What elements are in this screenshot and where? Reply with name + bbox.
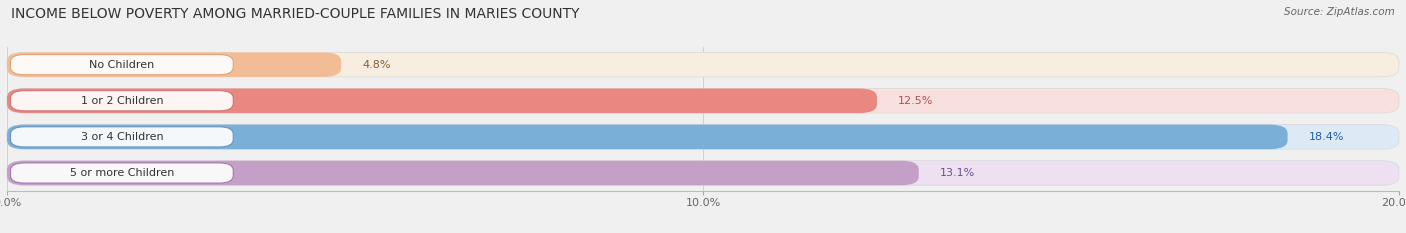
FancyBboxPatch shape xyxy=(7,161,918,185)
FancyBboxPatch shape xyxy=(7,125,1288,149)
FancyBboxPatch shape xyxy=(7,161,1399,185)
FancyBboxPatch shape xyxy=(7,89,1399,113)
Text: 4.8%: 4.8% xyxy=(361,60,391,70)
Text: 13.1%: 13.1% xyxy=(939,168,974,178)
Text: 12.5%: 12.5% xyxy=(898,96,934,106)
FancyBboxPatch shape xyxy=(7,52,1399,77)
FancyBboxPatch shape xyxy=(10,91,233,111)
Text: 1 or 2 Children: 1 or 2 Children xyxy=(80,96,163,106)
FancyBboxPatch shape xyxy=(7,89,877,113)
Text: Source: ZipAtlas.com: Source: ZipAtlas.com xyxy=(1284,7,1395,17)
FancyBboxPatch shape xyxy=(7,52,342,77)
FancyBboxPatch shape xyxy=(10,127,233,147)
Text: 5 or more Children: 5 or more Children xyxy=(70,168,174,178)
Text: INCOME BELOW POVERTY AMONG MARRIED-COUPLE FAMILIES IN MARIES COUNTY: INCOME BELOW POVERTY AMONG MARRIED-COUPL… xyxy=(11,7,579,21)
Text: No Children: No Children xyxy=(89,60,155,70)
FancyBboxPatch shape xyxy=(10,163,233,183)
FancyBboxPatch shape xyxy=(10,55,233,75)
Text: 3 or 4 Children: 3 or 4 Children xyxy=(80,132,163,142)
FancyBboxPatch shape xyxy=(7,125,1399,149)
Text: 18.4%: 18.4% xyxy=(1309,132,1344,142)
